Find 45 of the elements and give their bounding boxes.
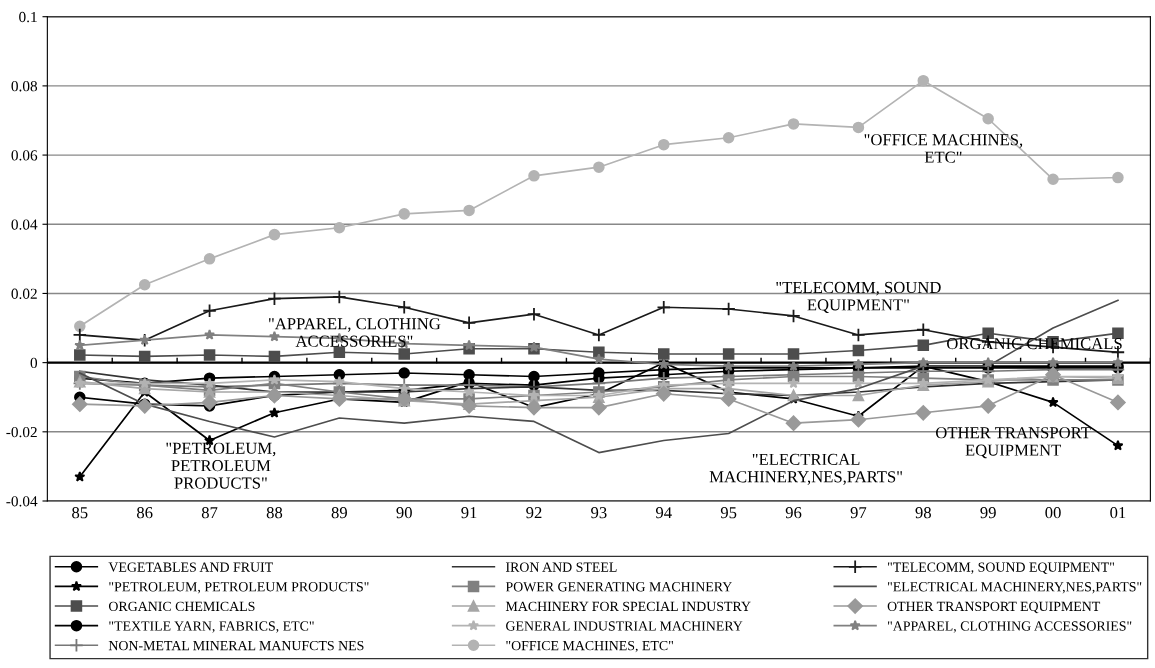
annotation: "OFFICE MACHINES, ETC" — [864, 134, 1023, 163]
y-tick-label: 0.1 — [19, 11, 37, 23]
x-tick-label: 95 — [720, 507, 737, 519]
legend-label: "OFFICE MACHINES, ETC" — [506, 640, 673, 653]
legend-label: "ELECTRICAL MACHINERY,NES,PARTS" — [887, 582, 1142, 594]
y-tick-label: 0 — [30, 357, 38, 369]
x-tick-label: 91 — [461, 507, 477, 519]
legend-label: "TELECOMM, SOUND EQUIPMENT" — [887, 562, 1115, 574]
x-tick-label: 88 — [266, 507, 283, 519]
x-tick-label: 01 — [1110, 507, 1126, 519]
x-tick-label: 90 — [396, 507, 412, 519]
x-tick-label: 97 — [850, 507, 867, 519]
annotation: "TELECOMM, SOUND EQUIPMENT" — [776, 281, 941, 314]
annotation: OTHER TRANSPORT EQUIPMENT — [935, 427, 1091, 459]
y-tick-label: 0.08 — [11, 81, 38, 92]
annotation: "ELECTRICAL MACHINERY,NES,PARTS" — [709, 453, 902, 485]
x-tick-label: 96 — [785, 507, 802, 519]
annotation: "APPAREL, CLOTHING ACCESSORIES" — [268, 318, 441, 347]
legend-label: "APPAREL, CLOTHING ACCESSORIES" — [887, 621, 1132, 633]
y-tick-label: -0.02 — [6, 426, 37, 438]
x-tick-label: 93 — [591, 507, 607, 519]
legend-label: "TEXTILE YARN, FABRICS, ETC" — [109, 621, 314, 633]
legend-label: VEGETABLES AND FRUIT — [108, 562, 273, 572]
y-tick-label: 0.06 — [11, 150, 38, 161]
legend-label: NON-METAL MINERAL MANUFCTS NES — [108, 640, 364, 651]
x-tick-label: 85 — [72, 507, 88, 519]
x-tick-label: 89 — [331, 507, 347, 519]
legend-label: POWER GENERATING MACHINERY — [505, 582, 732, 592]
x-tick-label: 87 — [201, 507, 218, 519]
y-tick-label: -0.04 — [6, 496, 38, 507]
legend-label: GENERAL INDUSTRIAL MACHINERY — [506, 621, 743, 631]
x-tick-label: 92 — [526, 507, 542, 519]
legend-label: MACHINERY FOR SPECIAL INDUSTRY — [505, 601, 751, 612]
annotation: "PETROLEUM, PETROLEUM PRODUCTS" — [166, 442, 276, 489]
x-tick-label: 99 — [980, 507, 996, 519]
x-tick-label: 94 — [655, 507, 672, 519]
legend-label: OTHER TRANSPORT EQUIPMENT — [887, 601, 1101, 614]
legend-label: IRON AND STEEL — [505, 562, 617, 572]
legend-label: ORGANIC CHEMICALS — [108, 601, 255, 612]
legend-label: "PETROLEUM, PETROLEUM PRODUCTS" — [109, 582, 369, 594]
y-tick-label: 0.02 — [11, 288, 37, 299]
x-tick-label: 98 — [915, 507, 931, 519]
y-tick-label: 0.04 — [11, 219, 38, 230]
x-tick-label: 86 — [136, 507, 153, 519]
x-tick-label: 00 — [1045, 507, 1061, 519]
